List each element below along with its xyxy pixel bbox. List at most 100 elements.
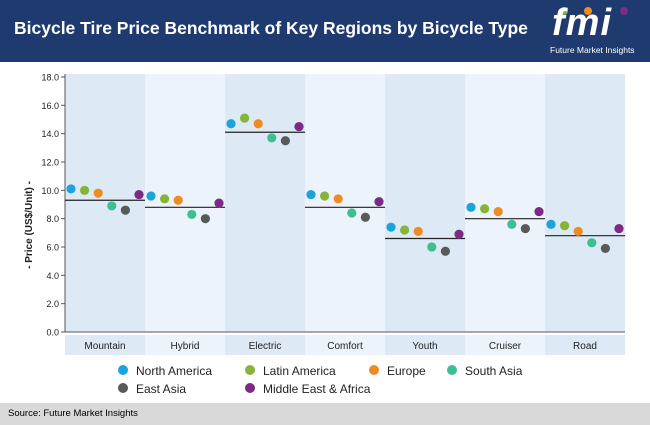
- source-note: Source: Future Market Insights: [8, 408, 138, 419]
- band-4: [385, 74, 465, 332]
- point-north-america-youth: [386, 222, 396, 232]
- point-north-america-comfort: [306, 189, 316, 200]
- point-middle-east-africa-electric: [294, 121, 304, 132]
- point-latin-america-hybrid: [160, 194, 170, 204]
- point-europe-youth: [413, 226, 423, 237]
- legend-label-2: Europe: [387, 364, 426, 378]
- x-tick-label: Youth: [412, 341, 437, 352]
- y-tick-label: 14.0: [41, 129, 59, 139]
- y-axis: 0.0 2.0 4.0 6.0 8.0 10.0 12.0 14.0 16.0 18.0: [41, 73, 66, 338]
- legend-label-0: North America: [136, 364, 212, 378]
- x-tick-label: Road: [573, 341, 597, 352]
- point-europe-cruiser: [493, 206, 503, 217]
- y-tick-label: 16.0: [41, 101, 59, 111]
- y-axis-label: - Price (US$/Unit) -: [24, 181, 35, 269]
- legend-marker-1: [245, 365, 255, 375]
- chart-title: Bicycle Tire Price Benchmark of Key Regi…: [14, 18, 528, 38]
- band-1: [145, 74, 225, 332]
- band-0: [65, 74, 145, 332]
- legend-label-5: Middle East & Africa: [263, 382, 371, 396]
- point-south-asia-road: [587, 238, 597, 248]
- legend-label-3: South Asia: [465, 364, 523, 378]
- point-europe-road: [573, 226, 583, 237]
- y-tick-label: 10.0: [41, 186, 59, 196]
- point-middle-east-africa-hybrid: [214, 198, 224, 208]
- point-north-america-road: [546, 219, 556, 229]
- x-label-band-4: [385, 335, 465, 355]
- point-north-america-mountain: [66, 184, 76, 194]
- point-south-asia-electric: [267, 133, 277, 143]
- band-3: [305, 74, 385, 332]
- point-middle-east-africa-mountain: [134, 189, 144, 200]
- band-5: [465, 74, 545, 332]
- x-tick-label: Comfort: [327, 341, 363, 352]
- legend-marker-2: [369, 365, 379, 375]
- point-south-asia-comfort: [347, 208, 357, 218]
- point-latin-america-mountain: [80, 185, 90, 195]
- point-east-asia-electric: [280, 136, 290, 146]
- x-label-band-3: [305, 335, 385, 355]
- x-label-band-5: [465, 335, 545, 355]
- x-tick-label: Mountain: [84, 341, 125, 352]
- point-east-asia-youth: [440, 246, 450, 256]
- point-latin-america-road: [560, 221, 570, 231]
- band-2: [225, 74, 305, 332]
- point-latin-america-youth: [400, 225, 410, 235]
- y-tick-label: 4.0: [46, 271, 59, 281]
- x-label-band-6: [545, 335, 625, 355]
- point-north-america-electric: [226, 119, 236, 129]
- y-tick-label: 6.0: [46, 243, 59, 253]
- point-middle-east-africa-youth: [454, 229, 464, 239]
- point-europe-comfort: [333, 194, 343, 204]
- legend-label-1: Latin America: [263, 364, 336, 378]
- chart-area: 0.0 2.0 4.0 6.0 8.0 10.0 12.0 14.0 16.0 18.0 Moun…: [24, 73, 625, 396]
- point-east-asia-comfort: [360, 212, 370, 222]
- point-middle-east-africa-comfort: [374, 197, 384, 207]
- point-east-asia-mountain: [120, 205, 130, 215]
- legend-marker-4: [118, 383, 128, 393]
- point-europe-hybrid: [173, 195, 183, 205]
- legend-label-4: East Asia: [136, 382, 186, 396]
- legend-marker-0: [118, 365, 128, 375]
- point-north-america-cruiser: [466, 202, 476, 212]
- legend: North America Latin America Europe South As…: [118, 364, 523, 396]
- x-label-band-2: [225, 335, 305, 355]
- logo-subtitle: Future Market Insights: [550, 45, 635, 55]
- point-south-asia-cruiser: [507, 219, 517, 229]
- point-east-asia-hybrid: [200, 214, 210, 224]
- point-south-asia-hybrid: [187, 209, 197, 220]
- point-south-asia-youth: [427, 242, 437, 252]
- point-latin-america-electric: [240, 113, 250, 123]
- data-points: [66, 113, 624, 256]
- point-south-asia-mountain: [107, 201, 117, 211]
- y-tick-label: 12.0: [41, 158, 59, 168]
- x-label-band-1: [145, 335, 225, 355]
- y-tick-label: 2.0: [46, 299, 59, 309]
- y-tick-label: 0.0: [46, 328, 59, 338]
- legend-marker-5: [245, 383, 255, 393]
- y-tick-label: 18.0: [41, 73, 59, 83]
- logo-dots-icon: [560, 7, 628, 15]
- category-bands: [65, 74, 625, 332]
- point-east-asia-cruiser: [520, 223, 531, 234]
- x-tick-label: Hybrid: [171, 341, 200, 352]
- header-banner: Bicycle Tire Price Benchmark of Key Regi…: [0, 0, 650, 62]
- x-axis: Mountain Hybrid Electric Comfort Youth Cruise…: [65, 331, 625, 355]
- logo-letters: fmi: [552, 2, 612, 44]
- x-tick-label: Cruiser: [489, 341, 522, 352]
- point-east-asia-road: [600, 243, 611, 254]
- legend-marker-3: [447, 365, 457, 375]
- point-middle-east-africa-cruiser: [534, 206, 544, 217]
- point-latin-america-cruiser: [480, 204, 490, 214]
- average-lines: [65, 131, 625, 240]
- point-europe-electric: [253, 119, 263, 129]
- footer-bar: Source: Future Market Insights: [0, 403, 650, 425]
- point-latin-america-comfort: [320, 191, 330, 201]
- point-middle-east-africa-road: [614, 223, 624, 234]
- x-tick-label: Electric: [249, 341, 282, 352]
- y-tick-label: 8.0: [46, 214, 59, 224]
- x-label-band-0: [65, 335, 145, 355]
- point-europe-mountain: [93, 188, 103, 198]
- band-6: [545, 74, 625, 332]
- fmi-logo: fmi Future Market Insights: [548, 3, 644, 59]
